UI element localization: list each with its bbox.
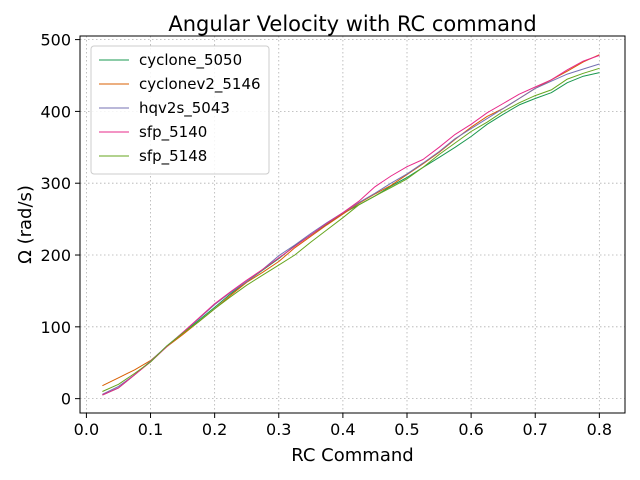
y-axis-label: Ω (rad/s) <box>15 185 36 264</box>
y-tick-label: 200 <box>40 246 71 265</box>
legend-label: sfp_5148 <box>139 147 207 166</box>
legend-label: cyclonev2_5146 <box>139 75 261 94</box>
y-tick-label: 100 <box>40 318 71 337</box>
series-line-sfp_5140 <box>102 54 600 396</box>
x-tick-label: 0.5 <box>394 420 419 439</box>
legend-box <box>90 45 270 175</box>
y-tick-label: 500 <box>40 31 71 50</box>
legend-label: cyclone_5050 <box>139 51 242 70</box>
y-tick-label: 300 <box>40 174 71 193</box>
x-tick-label: 0.2 <box>202 420 227 439</box>
x-tick-label: 0.8 <box>587 420 612 439</box>
ticks: 0.0 0.1 0.2 0.3 0.4 0.5 0.6 0.7 0.8 0 100 200 300 400… <box>40 31 612 439</box>
x-tick-label: 0.1 <box>138 420 163 439</box>
y-tick-label: 400 <box>40 102 71 121</box>
x-tick-label: 0.0 <box>74 420 99 439</box>
x-tick-label: 0.4 <box>330 420 355 439</box>
plot-frame <box>79 35 626 414</box>
legend-label: sfp_5140 <box>139 123 207 142</box>
chart-title: Angular Velocity with RC command <box>168 12 536 36</box>
x-tick-label: 0.3 <box>266 420 291 439</box>
x-tick-label: 0.7 <box>523 420 548 439</box>
x-axis-label: RC Command <box>291 445 413 466</box>
legend-label: hqv2s_5043 <box>139 99 230 118</box>
legend: cyclone_5050 cyclonev2_5146 hqv2s_5043 sfp_… <box>90 45 270 175</box>
y-tick-label: 0 <box>61 390 71 409</box>
x-tick-label: 0.6 <box>458 420 483 439</box>
series-layer <box>102 54 600 396</box>
grid <box>80 36 625 413</box>
series-line-sfp_5148 <box>102 67 600 392</box>
